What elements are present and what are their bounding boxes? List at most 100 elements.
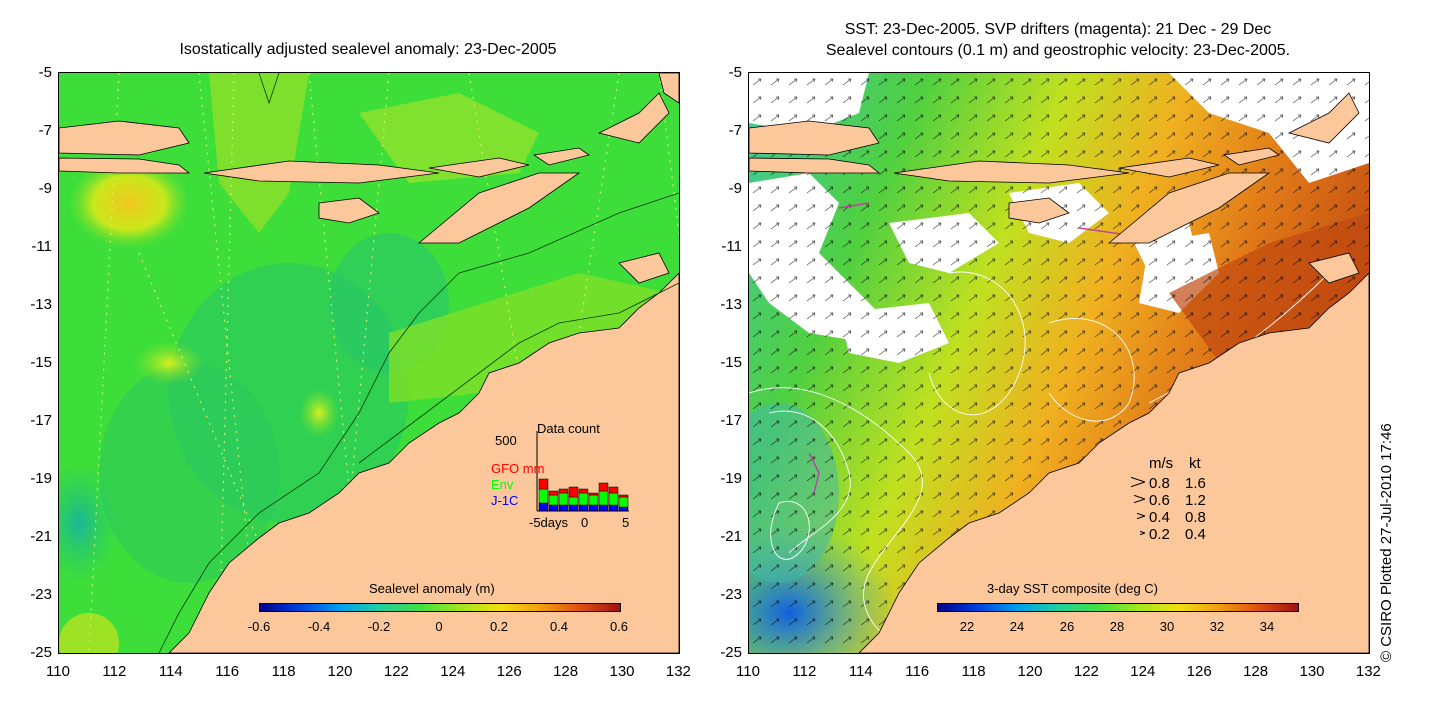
data-count-bar-segment [598, 482, 609, 492]
left-x-tick: 128 [553, 663, 579, 680]
left-y-tick: -9 [38, 180, 52, 197]
sealevel-colorbar-tick: -0.2 [367, 619, 391, 634]
data-count-legend-j1c: J-1C [491, 493, 519, 508]
data-count-bar-segment [568, 504, 579, 512]
left-y-tick: -5 [38, 64, 52, 81]
left-y-tick: -7 [38, 122, 52, 139]
data-count-bar-segment [558, 504, 569, 512]
data-count-bar-segment [578, 504, 589, 512]
data-count-legend-gfo: GFO mm [491, 461, 545, 476]
right-x-tick: 116 [905, 663, 930, 680]
right-x-tick: 120 [1017, 663, 1043, 680]
data-count-bar-segment [598, 490, 609, 506]
sst-colorbar-tick: 28 [1109, 619, 1125, 634]
sst-colorbar [937, 603, 1299, 612]
velocity-legend-ms-value: 0.4 [1149, 509, 1170, 526]
right-y-tick: -15 [720, 354, 742, 371]
left-y-tick: -23 [30, 586, 52, 603]
right-x-tick: 130 [1299, 663, 1325, 680]
sealevel-colorbar-tick: 0 [435, 619, 443, 634]
velocity-legend-ms-value: 0.6 [1149, 492, 1170, 509]
left-y-tick: -19 [30, 470, 52, 487]
data-count-ymax: 500 [495, 433, 517, 448]
right-y-tick: -21 [720, 528, 742, 545]
data-count-inset: Data count 500 GFO mm Env J-1C -5days 0 … [489, 421, 639, 533]
right-y-tick: -17 [720, 412, 742, 429]
sst-velocity-map: m/s kt 0.8 1.6 0.6 1.2 0.4 0.8 0.2 0.4 3-day SS… [748, 72, 1370, 654]
left-x-tick: 110 [46, 663, 70, 680]
data-count-bar-segment [618, 496, 629, 508]
left-y-tick: -13 [30, 296, 52, 313]
sst-colorbar-tick: 24 [1009, 619, 1025, 634]
data-count-x-start: -5days [529, 515, 569, 530]
right-y-tick: -7 [728, 122, 742, 139]
velocity-legend-arrow-icon [1140, 526, 1145, 540]
left-x-tick: 120 [327, 663, 353, 680]
left-x-tick: 116 [215, 663, 240, 680]
right-y-tick: -13 [720, 296, 742, 313]
velocity-legend-header-kt: kt [1189, 455, 1201, 472]
left-y-tick: -17 [30, 412, 52, 429]
sst-colorbar-tick: 22 [959, 619, 975, 634]
sst-colorbar-tick: 34 [1259, 619, 1275, 634]
velocity-legend-ms-value: 0.2 [1149, 526, 1170, 543]
data-count-x-end: 5 [622, 515, 630, 530]
sealevel-anomaly-map: Sealevel anomaly (m) -0.6 -0.4 -0.2 0 0.2 0.4… [58, 72, 680, 654]
right-y-tick: -23 [720, 586, 742, 603]
left-x-tick: 130 [609, 663, 635, 680]
right-x-tick: 132 [1355, 663, 1381, 680]
data-count-bar-segment [618, 506, 629, 512]
right-x-tick: 114 [848, 663, 873, 680]
data-count-bar-segment [598, 504, 609, 512]
left-x-tick: 122 [383, 663, 409, 680]
right-y-tick: -9 [728, 180, 742, 197]
data-count-bar-segment [548, 504, 559, 512]
left-x-tick: 132 [665, 663, 691, 680]
sst-colorbar-tick: 30 [1159, 619, 1175, 634]
data-count-bar-segment [588, 504, 599, 512]
right-map-title-line1: SST: 23-Dec-2005. SVP drifters (magenta)… [844, 21, 1272, 38]
right-x-tick: 118 [961, 663, 986, 680]
data-count-bar-segment [558, 492, 569, 506]
velocity-legend-ms-value: 0.8 [1149, 475, 1170, 492]
right-x-tick: 112 [792, 663, 817, 680]
left-y-tick: -21 [30, 528, 52, 545]
right-x-tick: 124 [1130, 663, 1156, 680]
left-x-tick: 114 [158, 663, 183, 680]
sealevel-colorbar-tick: -0.4 [307, 619, 331, 634]
velocity-legend-header-ms: m/s [1149, 455, 1174, 472]
data-count-bar-segment [558, 488, 569, 494]
sealevel-colorbar-title: Sealevel anomaly (m) [369, 581, 495, 596]
left-x-tick: 124 [440, 663, 466, 680]
velocity-legend-arrow-icon [1131, 475, 1145, 489]
data-count-bar-segment [538, 502, 549, 512]
data-count-bar-segment [578, 488, 589, 494]
sealevel-colorbar-tick: 0.2 [489, 619, 509, 634]
data-count-bar-segment [548, 494, 559, 506]
right-y-tick: -25 [720, 644, 742, 661]
data-count-bar-segment [578, 492, 589, 506]
left-x-tick: 118 [271, 663, 296, 680]
sealevel-colorbar-tick: -0.6 [247, 619, 271, 634]
right-x-tick: 110 [736, 663, 760, 680]
data-count-bar-segment [538, 478, 549, 490]
velocity-legend-arrow-icon [1137, 509, 1145, 523]
right-y-tick: -11 [721, 238, 742, 255]
left-x-tick: 126 [496, 663, 522, 680]
sealevel-colorbar [259, 603, 621, 612]
right-x-tick: 122 [1073, 663, 1099, 680]
data-count-bar-segment [618, 494, 629, 498]
velocity-legend-kt-value: 1.6 [1185, 475, 1206, 492]
sealevel-colorbar-tick: 0.4 [549, 619, 569, 634]
left-y-tick: -15 [30, 354, 52, 371]
right-y-tick: -5 [728, 64, 742, 81]
velocity-legend-kt-value: 0.8 [1185, 509, 1206, 526]
credit-text: © CSIRO Plotted 27-Jul-2010 17:46 [1378, 423, 1395, 662]
velocity-legend-kt-value: 1.2 [1185, 492, 1206, 509]
data-count-bars [538, 478, 629, 512]
sst-colorbar-tick: 26 [1059, 619, 1075, 634]
sst-colorbar-tick: 32 [1209, 619, 1225, 634]
data-count-bar-segment [588, 494, 599, 506]
velocity-legend-kt-value: 0.4 [1185, 526, 1206, 543]
data-count-bar-segment [568, 496, 579, 506]
